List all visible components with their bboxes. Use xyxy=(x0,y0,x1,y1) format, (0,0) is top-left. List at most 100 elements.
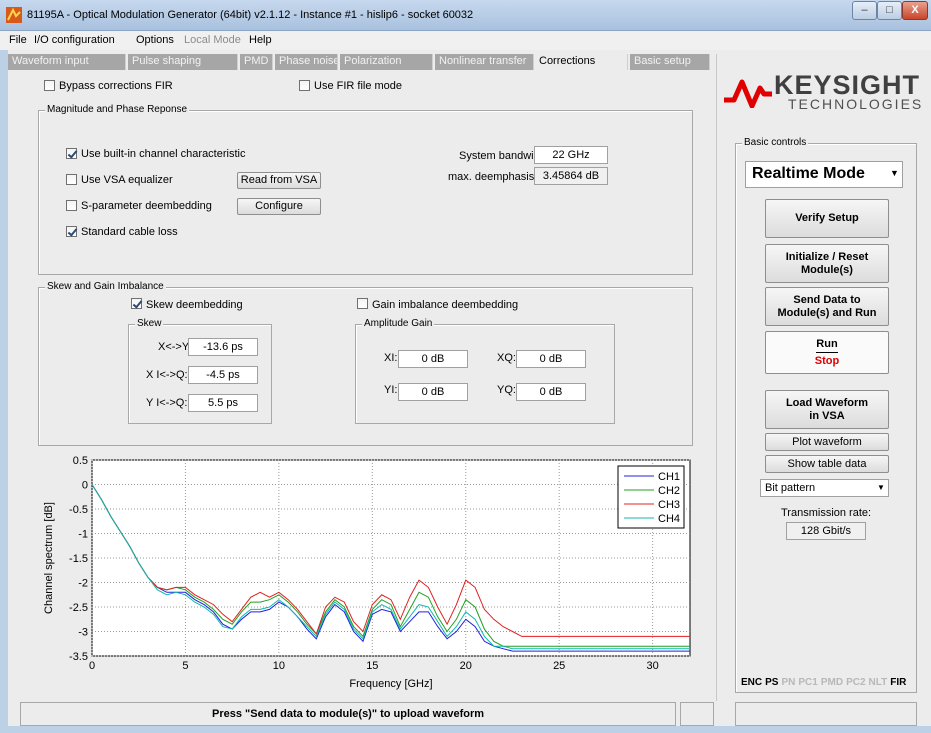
legend-label: CH3 xyxy=(658,499,680,511)
status-message: Press "Send data to module(s)" to upload… xyxy=(20,702,676,726)
y-tick-label: 0.5 xyxy=(73,455,88,467)
run-stop-button[interactable]: Run Stop xyxy=(765,331,889,374)
menu-local-mode: Local Mode xyxy=(184,34,241,46)
maximize-button[interactable]: □ xyxy=(877,1,902,20)
flag-pmd: PMD xyxy=(820,677,844,688)
channel-spectrum-chart: 0 5 10 15 20 25 30 0.5 0 -0.5 -1 -1.5 -2 -2.5 -3 -3.5 F… xyxy=(43,455,691,690)
series-line-ch1 xyxy=(91,484,690,652)
data-type-select[interactable]: Bit pattern ▼ xyxy=(760,479,889,497)
x-tick-label: 30 xyxy=(647,660,659,672)
tab-nonlinear-transfer[interactable]: Nonlinear transfer xyxy=(435,54,534,70)
load-waveform-vsa-button[interactable]: Load Waveform in VSA xyxy=(765,390,889,429)
gain-yi-label: YI: xyxy=(384,384,398,396)
fir-file-mode-checkbox[interactable] xyxy=(299,80,310,91)
feature-flags: ENC PS PN PC1 PMD PC2 NLT FIR xyxy=(741,677,909,688)
menu-options[interactable]: Options xyxy=(136,34,174,46)
cable-loss-checkbox[interactable] xyxy=(66,226,77,237)
skew-group: Skew xyxy=(128,318,272,424)
tab-phase-noise[interactable]: Phase noise xyxy=(275,54,338,70)
y-tick-label: -2 xyxy=(78,578,88,590)
amplitude-gain-title: Amplitude Gain xyxy=(362,318,435,329)
deemphasis-value: 3.45864 dB xyxy=(534,167,608,185)
minimize-button[interactable]: – xyxy=(852,1,877,20)
x-tick-label: 20 xyxy=(460,660,472,672)
grid xyxy=(91,459,690,657)
tab-pulse-shaping[interactable]: Pulse shaping xyxy=(128,54,238,70)
status-cell-right xyxy=(735,702,917,726)
plot-waveform-button[interactable]: Plot waveform xyxy=(765,433,889,451)
x-tick-label: 5 xyxy=(182,660,188,672)
plot-area xyxy=(91,459,691,657)
menu-io-configuration[interactable]: I/O configuration xyxy=(34,34,115,46)
gain-xq-input[interactable]: 0 dB xyxy=(516,350,586,368)
transmission-rate-label: Transmission rate: xyxy=(781,507,872,519)
skew-gain-title: Skew and Gain Imbalance xyxy=(45,281,166,292)
x-tick-label: 10 xyxy=(273,660,285,672)
chevron-down-icon: ▼ xyxy=(877,483,885,492)
configure-button[interactable]: Configure xyxy=(237,198,321,215)
run-label: Run xyxy=(816,338,838,353)
series xyxy=(91,484,690,652)
mode-select[interactable]: Realtime Mode ▼ xyxy=(745,161,903,188)
axis-ticks: 0 5 10 15 20 25 30 0.5 0 -0.5 -1 -1.5 -2 -2.5 -3 -3.5 xyxy=(69,455,659,672)
builtin-channel-checkbox[interactable] xyxy=(66,148,77,159)
skew-gain-group: Skew and Gain Imbalance xyxy=(38,281,693,446)
send-line-2: Module(s) and Run xyxy=(777,306,877,319)
initialize-reset-button[interactable]: Initialize / Reset Module(s) xyxy=(765,244,889,283)
read-from-vsa-button[interactable]: Read from VSA xyxy=(237,172,321,189)
menu-file[interactable]: File xyxy=(9,34,27,46)
skew-xy-input[interactable]: -13.6 ps xyxy=(188,338,258,356)
bandwidth-label: System bandwidth: xyxy=(459,150,552,162)
keysight-logo-wave-icon xyxy=(724,79,772,108)
bypass-fir-label: Bypass corrections FIR xyxy=(59,80,173,92)
builtin-channel-label: Use built-in channel characteristic xyxy=(81,148,246,160)
basic-controls-title: Basic controls xyxy=(742,137,809,148)
gain-imbalance-checkbox[interactable] xyxy=(357,298,368,309)
legend-label: CH2 xyxy=(658,485,680,497)
series-line-ch4 xyxy=(91,484,690,650)
vsa-equalizer-checkbox[interactable] xyxy=(66,174,77,185)
bandwidth-input[interactable]: 22 GHz xyxy=(534,146,608,164)
tab-basic-setup[interactable]: Basic setup xyxy=(630,54,710,70)
logo-sub: TECHNOLOGIES xyxy=(788,96,924,112)
verify-setup-button[interactable]: Verify Setup xyxy=(765,199,889,238)
flag-fir: FIR xyxy=(890,677,907,688)
flag-pn: PN xyxy=(781,677,796,688)
tab-corrections[interactable]: Corrections xyxy=(535,54,628,70)
y-tick-label: -0.5 xyxy=(69,504,88,516)
tab-polarization[interactable]: Polarization xyxy=(340,54,433,70)
cable-loss-label: Standard cable loss xyxy=(81,226,178,238)
deemphasis-label: max. deemphasis: xyxy=(448,171,538,183)
window-title: 81195A - Optical Modulation Generator (6… xyxy=(27,9,474,21)
mode-select-value: Realtime Mode xyxy=(752,165,865,182)
gain-yi-input[interactable]: 0 dB xyxy=(398,383,468,401)
amplitude-gain-group: Amplitude Gain xyxy=(355,318,615,424)
skew-xiq-label: X I<->Q: xyxy=(146,369,188,381)
load-line-1: Load Waveform xyxy=(785,396,869,409)
gain-yq-input[interactable]: 0 dB xyxy=(516,383,586,401)
tab-pmd[interactable]: PMD xyxy=(240,54,273,70)
sparam-deembedding-checkbox[interactable] xyxy=(66,200,77,211)
skew-yiq-input[interactable]: 5.5 ps xyxy=(188,394,258,412)
tab-bar: Waveform input Pulse shaping PMD Phase n… xyxy=(8,54,710,70)
skew-deembedding-label: Skew deembedding xyxy=(146,299,243,311)
close-button[interactable]: X xyxy=(902,1,928,20)
gain-xi-label: XI: xyxy=(384,352,398,364)
y-tick-label: -2.5 xyxy=(69,602,88,614)
tab-waveform-input[interactable]: Waveform input xyxy=(8,54,126,70)
skew-deembedding-checkbox[interactable] xyxy=(131,298,142,309)
initialize-line-1: Initialize / Reset xyxy=(785,250,869,263)
load-line-2: in VSA xyxy=(809,409,845,422)
send-data-button[interactable]: Send Data to Module(s) and Run xyxy=(765,287,889,326)
sparam-deembedding-label: S-parameter deembedding xyxy=(81,200,212,212)
bypass-fir-checkbox[interactable] xyxy=(44,80,55,91)
skew-xiq-input[interactable]: -4.5 ps xyxy=(188,366,258,384)
basic-controls-group: Basic controls xyxy=(735,137,917,693)
gain-xi-input[interactable]: 0 dB xyxy=(398,350,468,368)
skew-group-title: Skew xyxy=(135,318,164,329)
show-table-data-button[interactable]: Show table data xyxy=(765,455,889,473)
y-tick-label: -3 xyxy=(78,627,88,639)
magnitude-phase-title: Magnitude and Phase Reponse xyxy=(45,104,190,115)
y-tick-label: -1.5 xyxy=(69,553,88,565)
menu-help[interactable]: Help xyxy=(249,34,272,46)
